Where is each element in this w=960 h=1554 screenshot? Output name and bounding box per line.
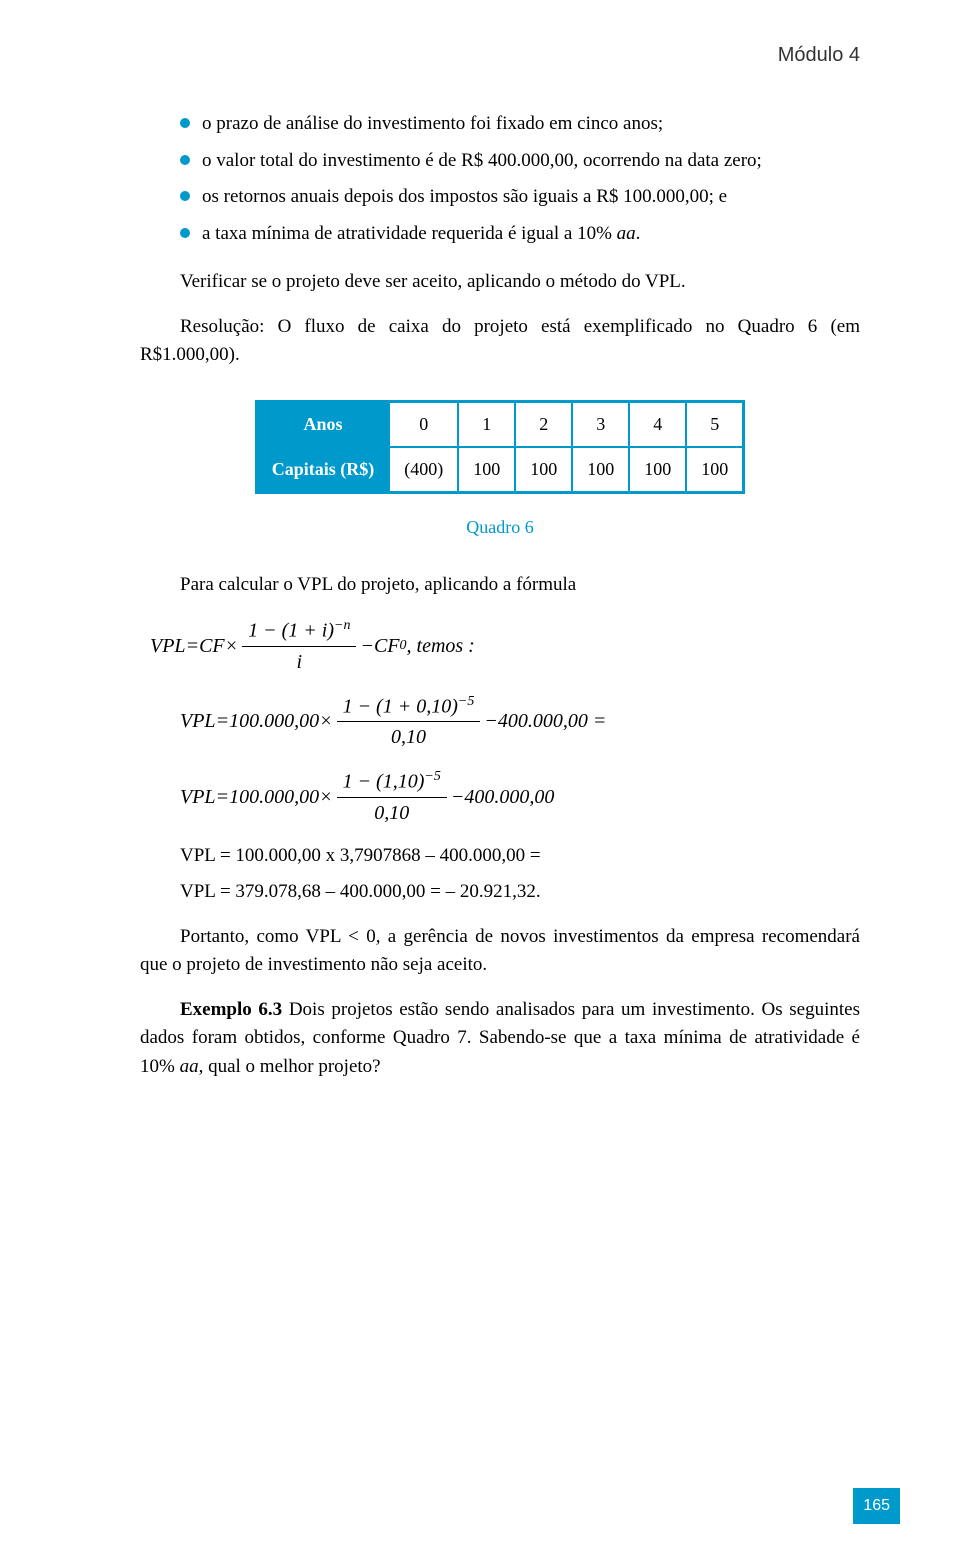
f-eq: = [216, 706, 230, 736]
table-header-cell: Anos [256, 401, 389, 447]
f-sub0: 0 [400, 635, 407, 656]
f-temos: , temos : [407, 631, 475, 661]
fraction: 1 − (1 + i)−n i [242, 615, 356, 677]
bullet-item: o valor total do investimento é de R$ 40… [180, 147, 860, 176]
resolution-paragraph: Resolução: O fluxo de caixa do projeto e… [140, 313, 860, 370]
f-100k: 100.000,00 [229, 706, 319, 736]
verify-paragraph: Verificar se o projeto deve ser aceito, … [140, 268, 860, 297]
bullet-text: o prazo de análise do investimento foi f… [202, 110, 860, 139]
fraction: 1 − (1 + 0,10)−5 0,10 [337, 691, 481, 753]
bullet-icon [180, 155, 190, 165]
table-cell: (400) [389, 447, 458, 493]
table-caption: Quadro 6 [140, 514, 860, 541]
f-minus: − [360, 631, 374, 661]
example-text-post: , qual o melhor projeto? [199, 1056, 381, 1077]
bullet-text-pre: a taxa mínima de atratividade requerida … [202, 223, 617, 244]
bullet-item: o prazo de análise do investimento foi f… [180, 110, 860, 139]
f-times: × [225, 631, 239, 661]
bullet-text-italic: aa [617, 223, 636, 244]
bullet-list: o prazo de análise do investimento foi f… [180, 110, 860, 248]
f-vpl: VPL [150, 631, 186, 661]
f-exp: −5 [458, 694, 474, 709]
module-header: Módulo 4 [140, 40, 860, 70]
table-cell: 100 [572, 447, 629, 493]
f-num: 1 − (1,10) [343, 771, 425, 793]
table-cell: 5 [686, 401, 744, 447]
bullet-text: os retornos anuais depois dos impostos s… [202, 183, 860, 212]
table-cell: 4 [629, 401, 686, 447]
cashflow-table: Anos 0 1 2 3 4 5 Capitais (R$) (400) 100… [255, 400, 746, 494]
table-cell: 100 [686, 447, 744, 493]
calc-line-3: VPL = 100.000,00 x 3,7907868 – 400.000,0… [180, 842, 860, 871]
table-cell: 100 [629, 447, 686, 493]
fraction: 1 − (1,10)−5 0,10 [337, 766, 447, 828]
calc-intro: Para calcular o VPL do projeto, aplicand… [140, 571, 860, 600]
bullet-text: a taxa mínima de atratividade requerida … [202, 220, 860, 249]
table-header-cell: Capitais (R$) [256, 447, 389, 493]
f-times: × [319, 782, 333, 812]
formula-step2: VPL = 100.000,00 × 1 − (1,10)−5 0,10 − 4… [180, 766, 860, 828]
f-vpl: VPL [180, 782, 216, 812]
conclusion-paragraph: Portanto, como VPL < 0, a gerência de no… [140, 923, 860, 980]
table-row: Anos 0 1 2 3 4 5 [256, 401, 744, 447]
formula-step1: VPL = 100.000,00 × 1 − (1 + 0,10)−5 0,10… [180, 691, 860, 753]
calc-line-4: VPL = 379.078,68 – 400.000,00 = – 20.921… [180, 878, 860, 907]
table-cell: 100 [458, 447, 515, 493]
f-den: 0,10 [368, 798, 415, 828]
f-den: i [291, 647, 309, 677]
f-minus: − [484, 706, 498, 736]
f-vpl: VPL [180, 706, 216, 736]
f-exp: −n [334, 618, 350, 633]
f-times: × [319, 706, 333, 736]
f-400k2: 400.000,00 [464, 782, 554, 812]
example-label: Exemplo 6.3 [180, 999, 282, 1020]
table-cell: 0 [389, 401, 458, 447]
f-num: 1 − (1 + i) [248, 620, 334, 642]
example-aa: aa [180, 1056, 199, 1077]
bullet-icon [180, 191, 190, 201]
f-num: 1 − (1 + 0,10) [343, 695, 458, 717]
f-eq: = [186, 631, 200, 661]
table-row: Capitais (R$) (400) 100 100 100 100 100 [256, 447, 744, 493]
f-cf0: CF [374, 631, 400, 661]
bullet-item: os retornos anuais depois dos impostos s… [180, 183, 860, 212]
formula-general: VPL = CF × 1 − (1 + i)−n i − CF0 , temos… [150, 615, 860, 677]
table-cell: 2 [515, 401, 572, 447]
table-wrapper: Anos 0 1 2 3 4 5 Capitais (R$) (400) 100… [140, 400, 860, 494]
bullet-icon [180, 228, 190, 238]
f-cf: CF [199, 631, 225, 661]
f-eq: = [216, 782, 230, 812]
bullet-text: o valor total do investimento é de R$ 40… [202, 147, 860, 176]
example-paragraph: Exemplo 6.3 Dois projetos estão sendo an… [140, 996, 860, 1082]
bullet-icon [180, 118, 190, 128]
f-minus: − [451, 782, 465, 812]
page-number: 165 [853, 1488, 900, 1524]
table-cell: 100 [515, 447, 572, 493]
table-cell: 3 [572, 401, 629, 447]
bullet-item: a taxa mínima de atratividade requerida … [180, 220, 860, 249]
f-exp: −5 [424, 769, 440, 784]
f-400k: 400.000,00 = [498, 706, 607, 736]
f-100k: 100.000,00 [229, 782, 319, 812]
table-cell: 1 [458, 401, 515, 447]
f-den: 0,10 [385, 722, 432, 752]
bullet-text-post: . [636, 223, 641, 244]
